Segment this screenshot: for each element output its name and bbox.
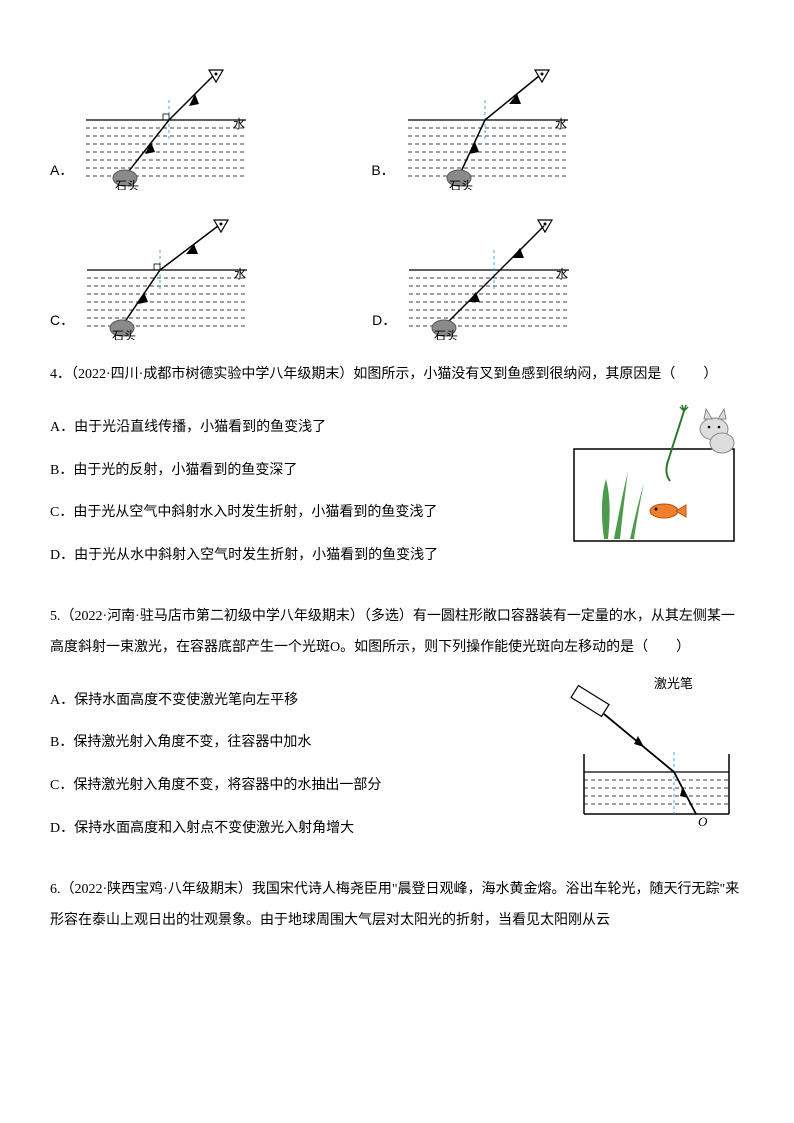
option-label-D: D．: [372, 305, 396, 340]
diagram-D: D． 水 石头: [372, 210, 574, 340]
option-label-B: B．: [371, 155, 394, 190]
refraction-svg-C: 水 石头: [82, 210, 252, 340]
q5-options: A．保持水面高度不变使激光笔向左平移 B．保持激光射入角度不变，往容器中加水 C…: [50, 674, 542, 857]
rock-label: 石头: [112, 329, 136, 340]
option-label-C: C．: [50, 305, 74, 340]
water-label: 水: [555, 117, 567, 131]
diagram-row-2: C． 水 石头 D．: [50, 210, 744, 340]
diagram-C: C． 水 石头: [50, 210, 252, 340]
option-label-A: A．: [50, 155, 73, 190]
rock-label: 石头: [115, 179, 139, 190]
q4-opt-D: D．由于光从水中斜射入空气时发生折射，小猫看到的鱼变浅了: [50, 541, 552, 572]
q5-opt-D: D．保持水面高度和入射点不变使激光入射角增大: [50, 814, 542, 845]
refraction-svg-B: 水 石头: [403, 60, 573, 190]
laser-label: 激光笔: [654, 676, 693, 691]
refraction-svg-A: 水 石头: [81, 60, 251, 190]
rock-label: 石头: [449, 179, 473, 190]
water-label: 水: [556, 267, 568, 281]
water-label: 水: [233, 117, 245, 131]
q4-opt-A: A．由于光沿直线传播，小猫看到的鱼变浅了: [50, 413, 552, 444]
q4-opt-C: C．由于光从空气中斜射水入时发生折射，小猫看到的鱼变浅了: [50, 498, 552, 529]
diagram-row-1: A． 水 石头 B．: [50, 60, 744, 190]
q5-opt-B: B．保持激光射入角度不变，往容器中加水: [50, 728, 542, 759]
q6-stem: 6.（2022·陕西宝鸡·八年级期末）我国宋代诗人梅尧臣用"晨登日观峰，海水黄金…: [50, 875, 744, 937]
cat-fish-figure: [564, 401, 744, 551]
laser-container-figure: 激光笔 O: [554, 674, 744, 834]
q5-opt-C: C．保持激光射入角度不变，将容器中的水抽出一部分: [50, 771, 542, 802]
water-label: 水: [234, 267, 246, 281]
diagram-A: A． 水 石头: [50, 60, 251, 190]
q4-options: A．由于光沿直线传播，小猫看到的鱼变浅了 B．由于光的反射，小猫看到的鱼变深了 …: [50, 401, 552, 584]
point-O: O: [698, 814, 708, 829]
q4-opt-B: B．由于光的反射，小猫看到的鱼变深了: [50, 456, 552, 487]
diagram-B: B． 水 石头: [371, 60, 572, 190]
q5-stem: 5.（2022·河南·驻马店市第二初级中学八年级期末）（多选）有一圆柱形敞口容器…: [50, 602, 744, 664]
q5-opt-A: A．保持水面高度不变使激光笔向左平移: [50, 686, 542, 717]
q4-stem: 4．（2022·四川·成都市树德实验中学八年级期末）如图所示，小猫没有叉到鱼感到…: [50, 360, 744, 391]
rock-label: 石头: [434, 329, 458, 340]
refraction-svg-D: 水 石头: [404, 210, 574, 340]
